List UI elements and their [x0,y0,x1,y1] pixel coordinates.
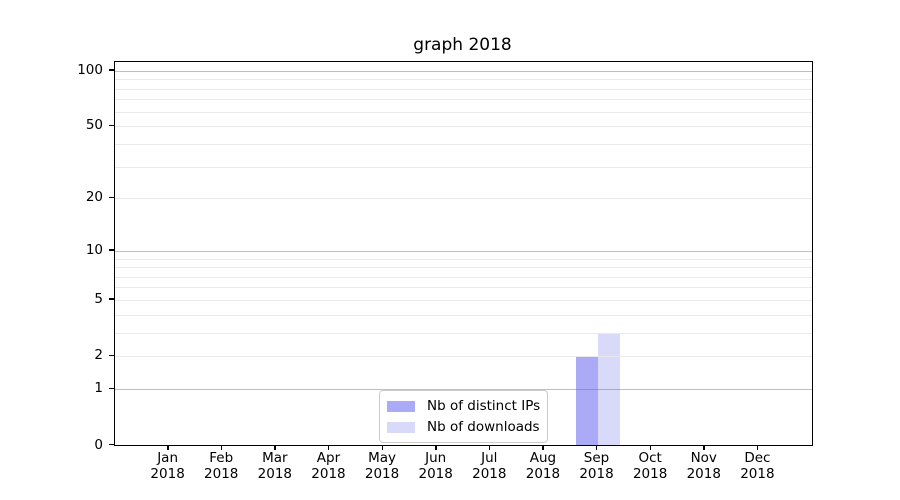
gridline-minor [115,126,812,128]
y-tick-label: 2 [94,347,103,364]
x-tick-year: 2018 [418,465,453,482]
x-tick-mark [327,445,330,450]
y-tick-label: 20 [85,189,103,206]
gridline-minor [115,79,812,81]
x-tick-month: Aug [529,450,557,466]
legend-item-downloads: Nb of downloads [387,419,540,435]
x-tick-mark [488,445,491,450]
gridline-minor [115,111,812,113]
y-tick-mark [109,69,114,71]
y-tick-label: 0 [94,436,103,453]
plot-area: Nb of distinct IPs Nb of downloads [114,61,813,446]
x-tick-year: 2018 [257,465,293,482]
y-tick-mark [109,124,114,127]
x-tick-year: 2018 [364,465,400,482]
legend: Nb of distinct IPs Nb of downloads [379,390,548,443]
x-tick-mark [167,445,169,450]
x-tick-month: May [368,450,397,466]
y-tick-mark [109,354,114,357]
x-tick-year: 2018 [740,465,775,482]
gridline-major [115,389,812,391]
gridline-minor [115,287,812,289]
x-tick-year: 2018 [311,465,346,482]
x-tick-mark [274,445,276,450]
x-tick-mark [220,445,223,450]
x-tick-mark [596,445,598,450]
y-tick-label: 1 [94,380,103,397]
y-tick-label: 5 [94,290,103,307]
gridline-minor [115,258,812,260]
gridline-minor [115,356,812,358]
gridline-minor [115,314,812,316]
x-tick-mark [649,445,652,450]
gridline-minor [115,99,812,101]
y-tick-mark [109,387,114,390]
x-tick-label: May 2018 [342,450,422,482]
legend-item-distinct-ips: Nb of distinct IPs [387,398,541,414]
x-tick-month: Jan [157,450,179,466]
gridline-major [115,250,812,252]
x-tick-mark [542,445,544,450]
x-tick-year: 2018 [579,465,614,482]
x-tick-label: Dec 2018 [717,450,797,482]
x-tick-month: Oct [638,450,662,466]
x-tick-year: 2018 [632,465,668,482]
gridline-minor [115,88,812,90]
legend-label-distinct-ips: Nb of distinct IPs [427,398,541,414]
x-tick-month: Mar [262,450,288,466]
x-tick-month: Dec [744,450,771,466]
x-tick-mark [381,445,383,450]
gridline-minor [115,198,812,200]
gridline-minor [115,267,812,269]
y-tick-label: 100 [77,61,103,78]
x-tick-year: 2018 [150,465,185,482]
x-tick-year: 2018 [472,465,507,482]
x-tick-month: Feb [209,450,234,466]
legend-swatch-distinct-ips [387,400,415,412]
x-tick-year: 2018 [525,465,561,482]
legend-swatch-downloads [387,421,415,433]
y-tick-mark [109,298,114,300]
x-tick-mark [703,445,705,450]
gridline-minor [115,299,812,301]
x-tick-label: Jul 2018 [449,450,529,482]
x-tick-month: Jul [481,450,498,466]
x-tick-label: Nov 2018 [664,450,744,482]
y-tick-mark [109,444,114,446]
y-tick-mark [109,196,114,199]
gridline-major [115,70,812,72]
x-tick-label: Aug 2018 [503,450,583,482]
gridline-minor [115,166,812,168]
x-tick-month: Nov [690,450,717,466]
x-tick-mark [435,445,437,450]
y-tick-label: 10 [85,241,103,258]
y-tick-mark [109,249,114,251]
x-tick-label: Mar 2018 [235,450,315,482]
x-tick-month: Jun [425,450,447,466]
x-tick-month: Sep [583,450,610,466]
x-tick-label: Jun 2018 [396,450,476,482]
x-tick-label: Sep 2018 [557,450,637,482]
x-tick-label: Oct 2018 [610,450,690,482]
x-tick-month: Apr [316,450,341,466]
x-tick-label: Jan 2018 [128,450,208,482]
y-tick-label: 50 [85,117,103,134]
bar-nb-of-downloads-sep [597,332,620,445]
x-tick-label: Feb 2018 [181,450,261,482]
bar-nb-of-distinct-ips-sep [575,356,598,445]
x-tick-mark [756,445,759,450]
chart-title: graph 2018 [413,35,512,55]
x-tick-year: 2018 [204,465,239,482]
gridline-minor [115,276,812,278]
x-tick-label: Apr 2018 [288,450,368,482]
gridline-minor [115,143,812,145]
gridline-minor [115,332,812,334]
x-tick-year: 2018 [686,465,721,482]
legend-label-downloads: Nb of downloads [427,419,540,435]
